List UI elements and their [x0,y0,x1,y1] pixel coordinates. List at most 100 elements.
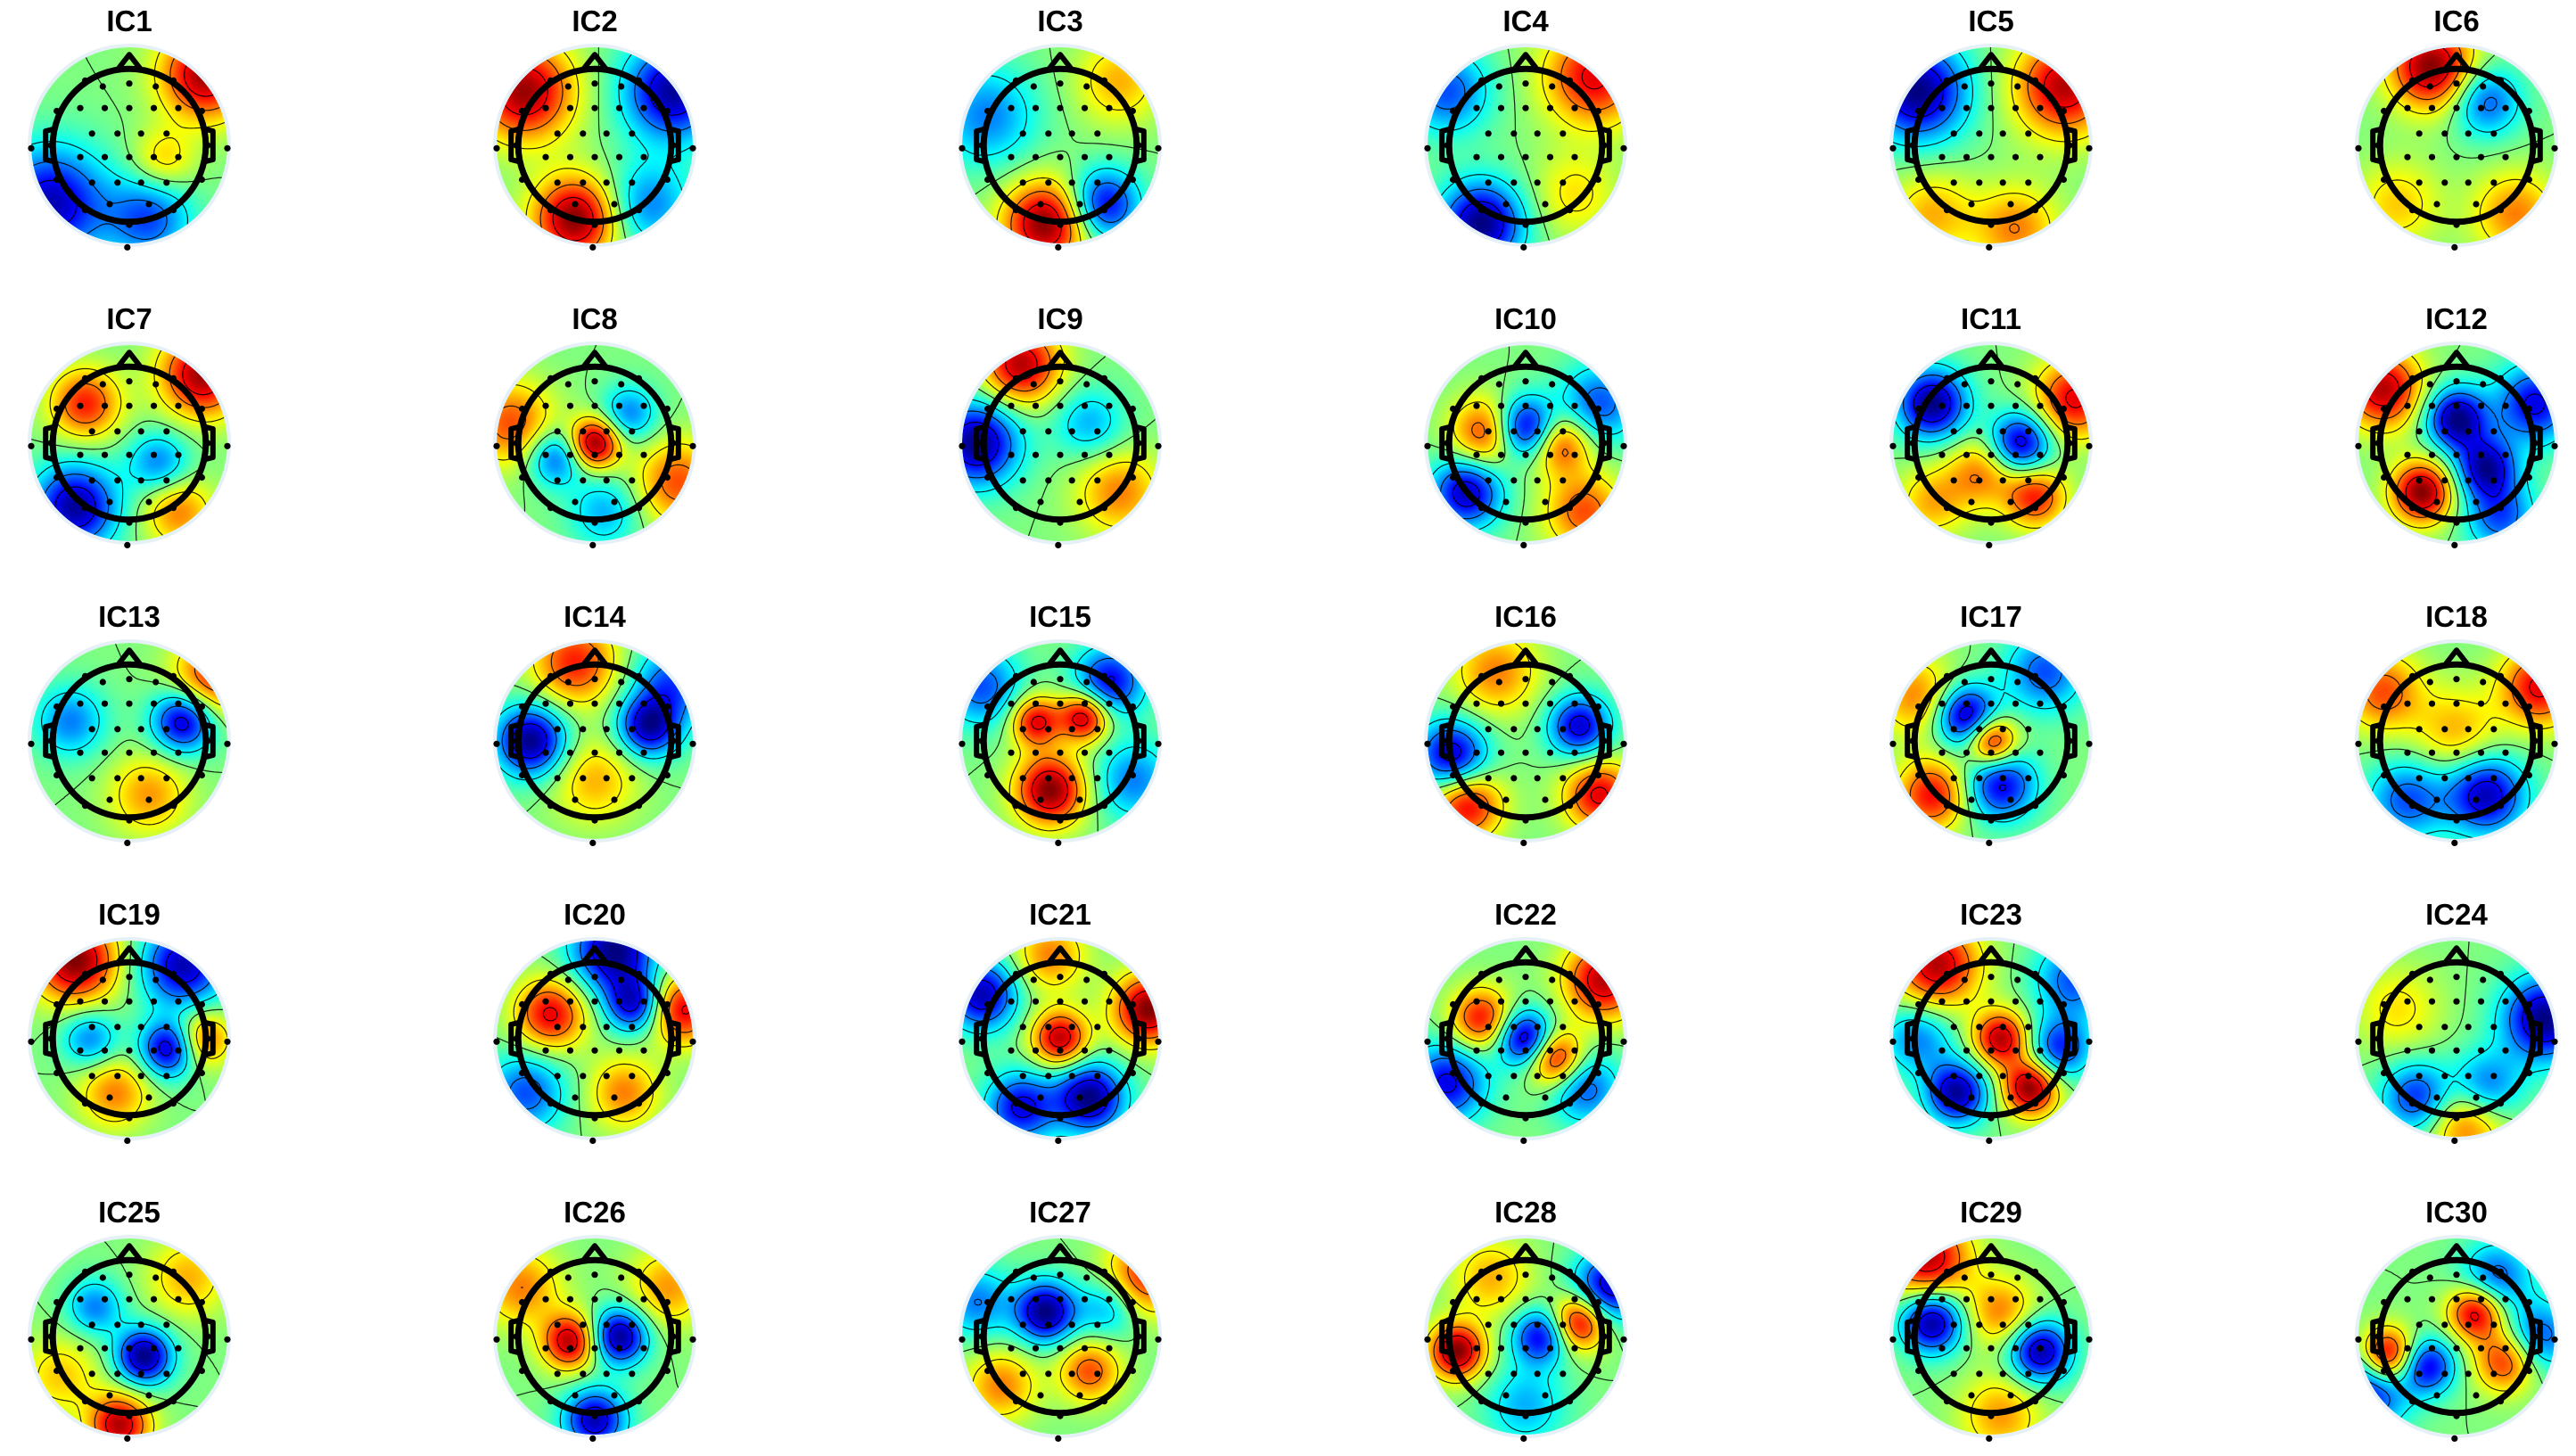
left-ear-marker [508,127,519,164]
electrode-dot [1100,77,1108,84]
electrode-dot [1068,179,1075,186]
electrode-dot [1889,740,1897,747]
electrode-dot [591,1115,598,1122]
electrode-dot [2428,700,2436,707]
electrode-dot [163,179,170,186]
scalp-map [1424,639,1627,846]
electrode-dot [1008,402,1015,409]
electrode-dot [2060,1069,2067,1077]
electrode-dot [1963,998,1971,1005]
topography-heatmap [962,47,1158,243]
electrode-dot [2408,207,2416,214]
electrode-dot [1485,179,1492,186]
electrode-dot [106,1392,113,1399]
electrode-dot [2433,498,2440,506]
electrode-dot [2060,405,2067,413]
electrode-dot [114,1321,121,1328]
electrode-dot [493,442,500,449]
electrode-dot [169,505,177,512]
electrode-dot [1976,775,1983,782]
electrode-dot [554,1321,561,1328]
electrode-dot [2031,1398,2039,1405]
electrode-dot [2502,104,2509,111]
electrode-dot [1076,498,1083,506]
electrode-dot [1081,998,1089,1005]
electrode-dot [1485,1370,1492,1378]
electrode-dot [1444,737,1451,744]
electrode-dot [2490,130,2498,137]
electrode-dot [635,77,643,84]
electrode-dot [2014,83,2021,90]
electrode-dot [2404,749,2411,756]
electrode-dot [2416,1073,2423,1080]
electrode-dot [959,442,966,449]
electrode-dot [2477,749,2485,756]
electrode-dot [1988,1047,1995,1054]
electrode-dot [1485,1073,1492,1080]
electrode-dot [2014,1274,2021,1281]
electrode-dot [2355,1038,2362,1045]
electrode-dot [2408,802,2416,810]
electrode-dot [2480,83,2487,90]
electrode-dot [28,1038,35,1045]
electrode-dot [101,153,109,160]
electrode-dot [53,1069,61,1077]
nose-marker [1976,52,2006,73]
electrode-dot [1094,1321,1101,1328]
electrode-dot [1502,796,1510,803]
topography-heatmap [2358,941,2555,1137]
electrode-dot [2502,749,2509,756]
electrode-dot [1057,700,1064,707]
electrode-dot [1057,1047,1064,1054]
electrode-dot [1520,243,1527,251]
electrode-dot [53,703,61,711]
electrode-dot [1012,374,1020,382]
electrode-dot [2416,1370,2423,1378]
electrode-dot [1909,142,1916,149]
electrode-dot [580,726,587,733]
electrode-dot [1976,130,1983,137]
electrode-dot [1915,107,1922,115]
nose-marker [580,350,610,371]
nose-marker [1045,647,1075,669]
electrode-dot [603,1370,610,1378]
scalp-map [493,1235,696,1442]
scalp-map [1424,44,1627,251]
electrode-dot [2453,451,2460,458]
electrode-dot [1477,77,1486,84]
electrode-dot [198,473,205,481]
electrode-dot [1450,1367,1457,1375]
electrode-dot [1055,1435,1062,1442]
electrode-dot [959,740,966,747]
electrode-dot [635,1100,643,1107]
topoplot-29: IC29 [1889,1195,2094,1453]
electrode-dot [1601,142,1608,149]
electrode-dot [1100,207,1108,214]
electrode-dot [1522,451,1529,458]
electrode-dot [1497,749,1505,756]
electrode-dot [663,1000,671,1008]
electrode-dot [1520,839,1527,846]
left-ear-marker [974,722,984,760]
scalp-map [1889,1235,2093,1442]
electrode-dot [1045,1321,1052,1328]
electrode-dot [126,221,133,228]
component-title: IC16 [1494,600,1557,633]
electrode-dot [1045,179,1052,186]
electrode-dot [1594,1298,1601,1306]
electrode-dot [137,477,144,484]
electrode-dot [2037,104,2044,111]
electrode-dot [1057,153,1064,160]
electrode-dot [2453,104,2460,111]
electrode-dot [2497,1268,2505,1275]
electrode-dot [1534,428,1541,435]
electrode-dot [1542,498,1549,506]
electrode-dot [163,775,170,782]
electrode-dot [2531,1035,2539,1042]
electrode-dot [1081,749,1089,756]
electrode-dot [150,1047,158,1054]
electrode-dot [1485,130,1492,137]
electrode-dot [53,1367,61,1375]
electrode-dot [591,817,598,824]
electrode-dot [640,1345,647,1352]
